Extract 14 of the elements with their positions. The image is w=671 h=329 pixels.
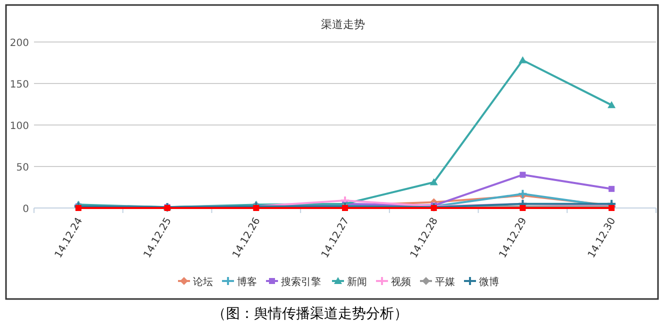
y-tick-label: 0 [22, 204, 29, 215]
y-tick-label: 150 [10, 80, 29, 90]
legend-label: 平媒 [435, 277, 455, 288]
legend-label: 搜索引擎 [281, 276, 321, 288]
chart-title: 渠道走势 [321, 18, 365, 31]
legend-label: 新闻 [347, 276, 367, 288]
y-tick-label: 50 [16, 162, 29, 174]
y-tick-label: 200 [10, 38, 29, 49]
text: （图：舆情传播渠道走势分析） [212, 306, 408, 322]
legend-label: 微博 [479, 276, 499, 288]
legend-label: 论坛 [193, 276, 213, 288]
legend-label: 视频 [391, 276, 411, 288]
y-tick-label: 100 [10, 121, 29, 132]
legend-label: 博客 [237, 276, 257, 288]
